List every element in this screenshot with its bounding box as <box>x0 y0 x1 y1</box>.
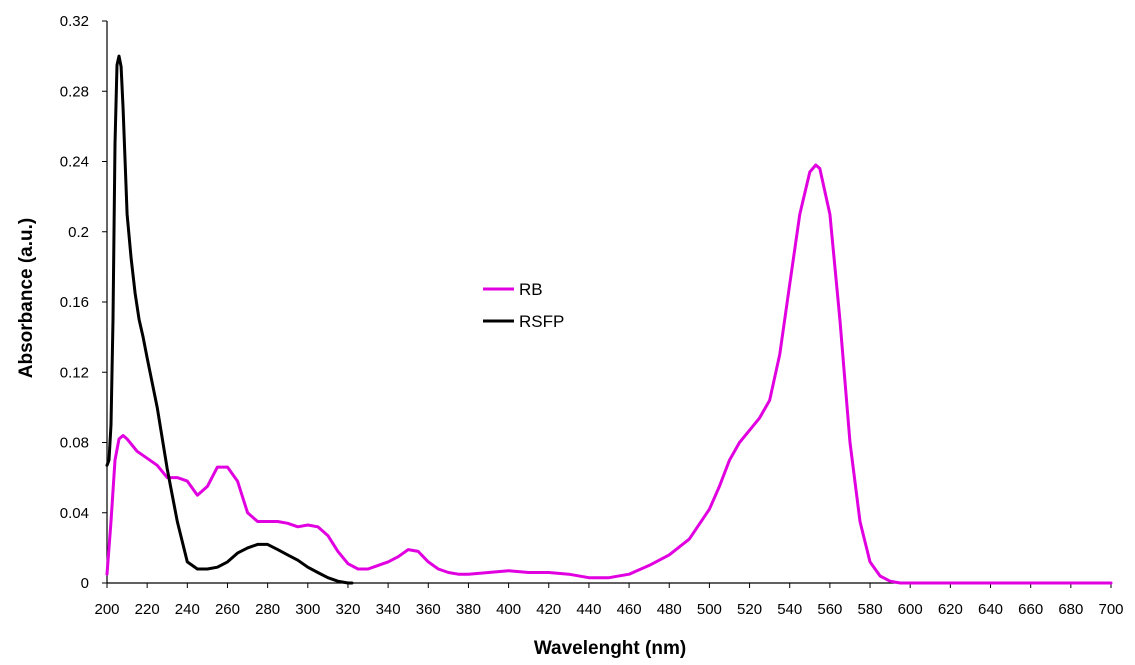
tick-labels: 200 220 240 260 280 300 320 340 360 380 400 420 440 4… <box>60 13 1124 618</box>
x-tick-label: 320 <box>335 601 360 618</box>
legend-label-rb: RB <box>519 280 543 299</box>
x-tick-label: 260 <box>215 601 240 618</box>
y-tick-label: 0.32 <box>60 13 89 30</box>
y-tick-label: 0 <box>81 575 89 592</box>
series-line-rb <box>105 163 1113 585</box>
x-tick-label: 640 <box>978 601 1003 618</box>
y-tick-label: 0.2 <box>68 224 89 241</box>
x-tick-label: 620 <box>938 601 963 618</box>
x-tick-label: 420 <box>536 601 561 618</box>
x-tick-label: 400 <box>496 601 521 618</box>
x-tick-label: 220 <box>135 601 160 618</box>
x-tick-label: 460 <box>617 601 642 618</box>
x-tick-label: 300 <box>295 601 320 618</box>
y-tick-label: 0.28 <box>60 83 89 100</box>
y-tick-label: 0.08 <box>60 435 89 452</box>
x-tick-label: 700 <box>1098 601 1123 618</box>
x-tick-label: 380 <box>456 601 481 618</box>
x-tick-label: 240 <box>175 601 200 618</box>
series-lines <box>105 54 1113 585</box>
x-tick-label: 360 <box>416 601 441 618</box>
x-tick-label: 520 <box>737 601 762 618</box>
y-tick-label: 0.12 <box>60 364 89 381</box>
y-tick-label: 0.16 <box>60 294 89 311</box>
x-tick-label: 500 <box>697 601 722 618</box>
x-tick-label: 440 <box>576 601 601 618</box>
x-tick-label: 580 <box>858 601 883 618</box>
legend: RB RSFP <box>483 280 564 331</box>
x-tick-label: 340 <box>376 601 401 618</box>
axes <box>102 20 1112 588</box>
y-tick-label: 0.24 <box>60 154 89 171</box>
x-tick-label: 540 <box>777 601 802 618</box>
x-tick-label: 480 <box>657 601 682 618</box>
y-tick-label: 0.04 <box>60 505 89 522</box>
x-tick-label: 600 <box>898 601 923 618</box>
x-tick-label: 680 <box>1058 601 1083 618</box>
x-tick-label: 560 <box>817 601 842 618</box>
x-axis-title: Wavelenght (nm) <box>534 638 686 659</box>
x-tick-label: 660 <box>1018 601 1043 618</box>
x-tick-label: 200 <box>94 601 119 618</box>
y-axis-title: Absorbance (a.u.) <box>16 218 37 378</box>
legend-label-rsfp: RSFP <box>519 312 564 331</box>
series-line-rsfp <box>105 54 354 585</box>
x-tick-label: 280 <box>255 601 280 618</box>
